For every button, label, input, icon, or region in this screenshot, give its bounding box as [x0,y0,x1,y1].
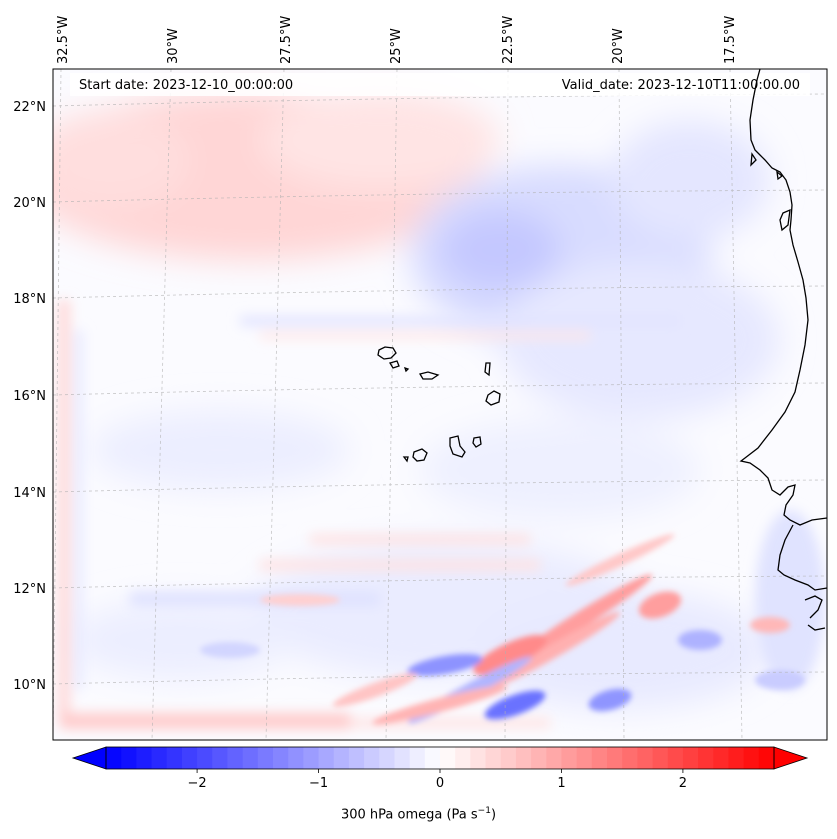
colorbar-segment [455,747,471,769]
colorbar-segment [758,747,775,769]
colorbar-ticks: −2 −1 0 1 2 [188,769,687,791]
colorbar: −2 −1 0 1 2 [71,746,809,791]
lon-label-30w: 30°W [166,28,181,64]
colorbar-tick-label: −2 [188,776,207,791]
colorbar-segment [394,747,411,769]
colorbar-segment [197,747,213,769]
lat-label-18n: 18°N [13,292,46,307]
lat-label-10n: 10°N [13,678,46,693]
colorbar-segment [166,747,183,769]
colorbar-tick-label: 1 [557,776,565,791]
colorbar-tick-label: 2 [679,776,687,791]
colorbar-segment [288,747,304,769]
colorbar-segment [728,747,745,769]
colorbar-segment [318,747,335,769]
colorbar-max-extend [773,746,809,770]
colorbar-segment [561,747,578,769]
colorbar-segment [242,747,259,769]
colorbar-segments [106,747,775,769]
valid-date-label: Valid_date: 2023-12-10T11:00:00.00 [561,78,800,93]
colorbar-segment [607,747,623,769]
colorbar-segment [273,747,289,769]
cape-verde-islands [377,346,501,463]
lat-label-20n: 20°N [13,196,46,211]
omega-field [53,90,825,729]
lat-labels: 22°N 20°N 18°N 16°N 14°N 12°N 10°N [13,100,46,693]
lon-label-20w: 20°W [611,28,626,64]
colorbar-segment [409,747,426,769]
colorbar-segment [333,747,350,769]
colorbar-label-sup: −1 [477,806,491,816]
lon-labels: 32.5°W 30°W 27.5°W 25°W 22.5°W 20°W 17.5… [56,16,738,64]
colorbar-segment [136,747,153,769]
colorbar-segment [227,747,244,769]
colorbar-label: 300 hPa omega (Pa s−1) [0,806,837,822]
header-banner [70,73,810,96]
lon-label-22-5w: 22.5°W [501,16,516,64]
colorbar-segment [106,747,122,769]
colorbar-segment [682,747,699,769]
colorbar-segment [485,747,502,769]
colorbar-segment [743,747,760,769]
colorbar-segment [637,747,654,769]
colorbar-segment [303,747,320,769]
start-date-label: Start date: 2023-12-10_00:00:00 [79,78,294,93]
colorbar-segment [257,747,274,769]
colorbar-segment [121,747,137,769]
map-frame [52,68,828,741]
colorbar-segment [500,747,517,769]
lat-label-12n: 12°N [13,582,46,597]
lat-label-14n: 14°N [13,486,46,501]
colorbar-segment [470,747,487,769]
lat-label-16n: 16°N [13,389,46,404]
colorbar-segment [424,747,441,769]
colorbar-segment [348,747,365,769]
map-panel: 32.5°W 30°W 27.5°W 25°W 22.5°W 20°W 17.5… [13,16,828,741]
colorbar-segment [151,747,168,769]
lon-label-27-5w: 27.5°W [279,16,294,64]
colorbar-segment [667,747,684,769]
colorbar-tick-label: −1 [309,776,328,791]
colorbar-segment [531,747,547,769]
colorbar-segment [713,747,730,769]
colorbar-segment [440,747,456,769]
colorbar-segment [364,747,380,769]
colorbar-segment [546,747,563,769]
colorbar-segment [515,747,532,769]
colorbar-tick-label: 0 [436,776,444,791]
colorbar-label-end: ) [490,807,497,823]
lon-label-17-5w: 17.5°W [723,16,738,64]
coastline [739,68,828,631]
gridlines [53,69,827,740]
colorbar-segment [591,747,608,769]
lon-label-25w: 25°W [389,28,404,64]
colorbar-min-extend [71,746,107,770]
colorbar-segment [379,747,396,769]
colorbar-segment [212,747,229,769]
colorbar-segment [576,747,593,769]
lat-label-22n: 22°N [13,100,46,115]
colorbar-segment [698,747,714,769]
colorbar-label-main: 300 hPa omega (Pa s [340,807,478,823]
colorbar-segment [622,747,638,769]
lon-label-32-5w: 32.5°W [56,16,71,64]
colorbar-segment [652,747,669,769]
colorbar-segment [181,747,198,769]
